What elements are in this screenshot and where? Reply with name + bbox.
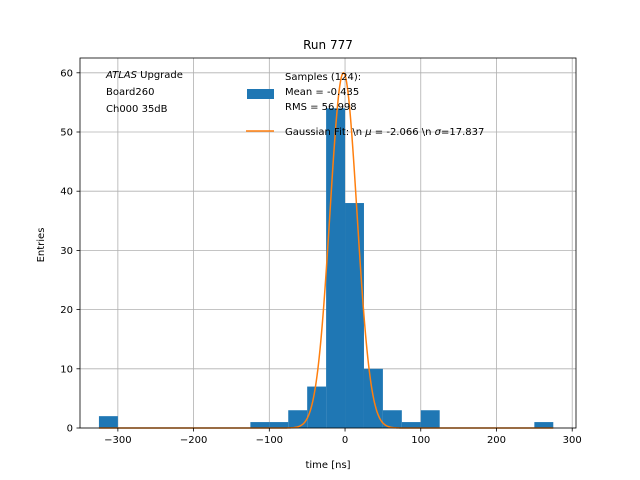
legend-histogram-label: RMS = 56.998: [285, 102, 357, 113]
y-tick-label: 10: [60, 364, 73, 375]
axis-ticks: −300 −200 −100 0 100 200 300 0 10 20 30 40 50 60: [60, 68, 581, 446]
annotation-line: Ch000 35dB: [106, 104, 168, 115]
legend-fit-label-part: Gaussian Fit: \n: [285, 127, 365, 138]
x-tick-label: −100: [256, 435, 283, 446]
y-tick-label: 0: [67, 424, 73, 435]
legend-histogram-label: Mean = -0.435: [285, 87, 359, 98]
histogram-bar: [288, 410, 308, 428]
legend-fit-label-part: μ: [364, 127, 371, 138]
plot-frame: [79, 57, 577, 429]
legend-fit-label: Gaussian Fit: \n μ = -2.066 \n σ=17.837: [285, 127, 484, 138]
histogram-bar: [345, 203, 364, 428]
y-tick-label: 30: [60, 246, 73, 257]
x-tick-label: 300: [563, 435, 582, 446]
histogram-bar: [326, 108, 346, 428]
legend: Samples (124): Mean = -0.435 RMS = 56.99…: [246, 72, 484, 138]
legend-histogram-label: Samples (124):: [285, 72, 361, 83]
annotation-line: ATLAS Upgrade: [105, 70, 183, 81]
y-tick-label: 60: [60, 68, 73, 79]
x-tick-label: 100: [411, 435, 430, 446]
annotation-line: Board260: [106, 87, 154, 98]
legend-fit-label-part: =17.837: [441, 127, 484, 138]
histogram-bar: [269, 422, 289, 428]
histogram-bar: [98, 416, 118, 428]
histogram-bar: [401, 422, 421, 428]
histogram-bar: [534, 422, 554, 428]
annotation-italic-text: ATLAS: [105, 70, 138, 81]
histogram-bar: [307, 386, 327, 428]
annotation-text: Board260: [106, 87, 154, 98]
x-tick-label: −200: [180, 435, 207, 446]
legend-fit-label-part: σ: [435, 127, 442, 138]
legend-histogram-swatch: [247, 89, 274, 99]
x-tick-label: 0: [342, 435, 348, 446]
y-tick-label: 50: [60, 128, 73, 139]
annotation-text: Ch000 35dB: [106, 104, 168, 115]
y-tick-label: 40: [60, 187, 73, 198]
legend-fit-label-part: = -2.066 \n: [372, 127, 435, 138]
x-tick-label: 200: [487, 435, 506, 446]
y-axis-title: Entries: [36, 228, 47, 263]
histogram-bar: [250, 422, 270, 428]
histogram-bar: [382, 410, 402, 428]
atlas-annotation: ATLAS Upgrade Board260 Ch000 35dB: [105, 70, 183, 115]
x-tick-label: −300: [104, 435, 131, 446]
y-tick-label: 20: [60, 305, 73, 316]
x-axis-title: time [ns]: [305, 460, 350, 471]
chart-title: Run 777: [303, 38, 353, 52]
histogram-bar: [420, 410, 440, 428]
annotation-text: Upgrade: [137, 70, 183, 81]
